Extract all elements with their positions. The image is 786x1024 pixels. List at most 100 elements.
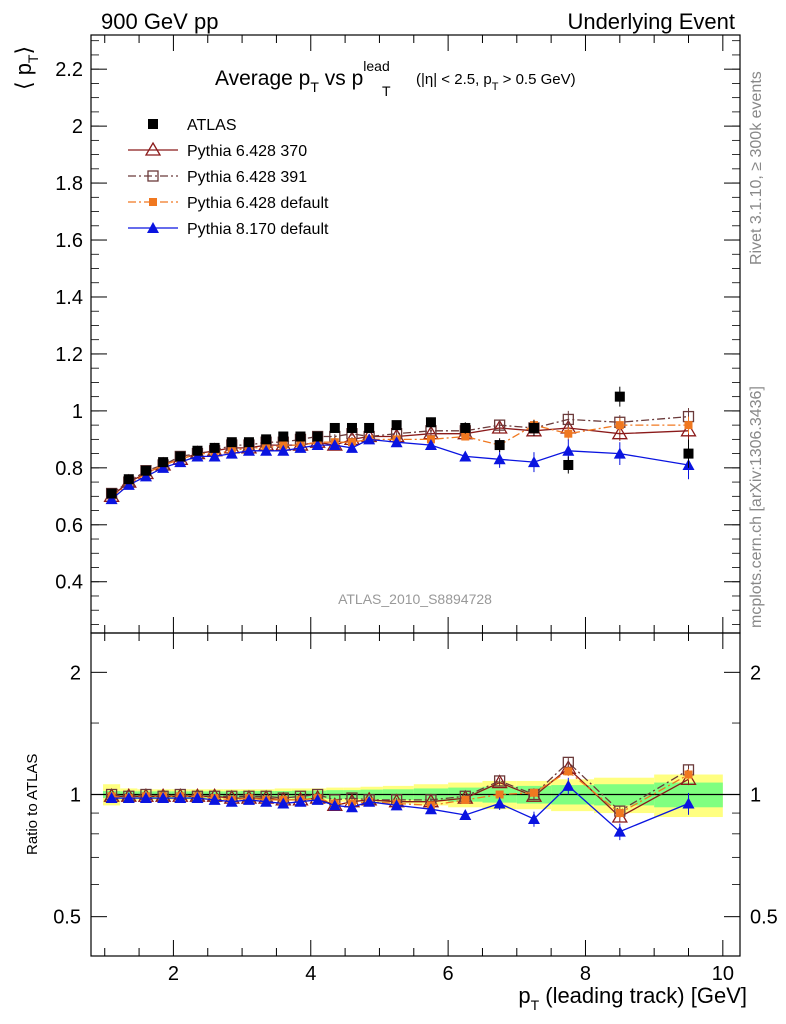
y-tick-label: 2 bbox=[72, 116, 83, 138]
data-point bbox=[311, 439, 324, 451]
legend-marker bbox=[144, 141, 162, 156]
x-tick-label: 4 bbox=[305, 963, 316, 985]
main-title-cut-sub: T bbox=[492, 81, 499, 93]
legend-label: Pythia 6.428 default bbox=[187, 195, 329, 212]
ratio-y-tick-label-right: 0.5 bbox=[750, 907, 778, 929]
data-point bbox=[564, 429, 573, 438]
data-point bbox=[139, 470, 152, 482]
ratio-point bbox=[493, 775, 506, 787]
ratio-point bbox=[345, 801, 358, 813]
main-ylabel: ⟨ pT⟩ bbox=[11, 46, 41, 90]
main-ylabel-a: ⟨ p bbox=[11, 63, 36, 90]
legend-label: ATLAS bbox=[187, 117, 237, 134]
data-point bbox=[460, 422, 471, 433]
ratio-ylabel-group: Ratio to ATLAS bbox=[24, 754, 41, 855]
x-axis-label-sub: T bbox=[531, 997, 540, 1013]
data-point bbox=[613, 447, 626, 459]
main-ylabel-group: ⟨ pT⟩ bbox=[11, 46, 41, 90]
y-tick-label: 1.4 bbox=[55, 287, 83, 309]
main-title-vs: vs p bbox=[319, 67, 363, 90]
ratio-point bbox=[459, 809, 472, 821]
x-axis-label-a: p bbox=[518, 983, 530, 1008]
ratio-point bbox=[613, 825, 626, 837]
data-point bbox=[140, 465, 151, 476]
data-point bbox=[363, 433, 376, 445]
data-point bbox=[175, 451, 186, 462]
x-tick-label: 8 bbox=[580, 963, 591, 985]
legend: ATLAS Pythia 6.428 370 Pythia 6.428 391 Pyt… bbox=[128, 117, 329, 238]
series-0 bbox=[106, 386, 694, 499]
data-point bbox=[563, 459, 574, 470]
ratio-point bbox=[527, 813, 540, 825]
main-title-sup: lead bbox=[363, 58, 389, 74]
main-title: Average pT vs plead bbox=[215, 58, 390, 95]
ratio-point bbox=[139, 792, 152, 804]
data-point bbox=[364, 422, 375, 433]
data-point bbox=[174, 456, 187, 468]
data-point bbox=[312, 431, 323, 442]
ratio-point bbox=[493, 797, 506, 809]
data-point bbox=[209, 442, 220, 453]
main-title-cut: (|η| < 2.5, pT > 0.5 GeV) bbox=[416, 71, 576, 93]
ratio-point bbox=[491, 774, 508, 789]
y-tick-label: 1.2 bbox=[55, 344, 83, 366]
main-title-cut-a: (|η| < 2.5, p bbox=[416, 71, 492, 88]
data-point bbox=[157, 461, 170, 473]
data-point bbox=[226, 437, 237, 448]
data-point bbox=[493, 419, 506, 431]
main-x-ticks bbox=[104, 35, 724, 633]
data-point bbox=[425, 417, 436, 428]
data-point bbox=[261, 434, 272, 445]
legend-marker bbox=[147, 170, 159, 182]
ratio-point bbox=[564, 767, 573, 776]
data-point bbox=[329, 422, 340, 433]
data-point bbox=[295, 431, 306, 442]
ratio-point bbox=[615, 809, 624, 818]
ratio-point bbox=[495, 790, 504, 799]
data-point bbox=[562, 413, 574, 426]
data-point bbox=[459, 450, 472, 462]
data-point bbox=[491, 419, 508, 434]
main-title-a: Average p bbox=[215, 67, 310, 90]
ratio-point bbox=[225, 795, 238, 807]
ratio-point bbox=[682, 797, 695, 809]
ratio-point bbox=[174, 792, 187, 804]
x-tick-label: 2 bbox=[168, 963, 179, 985]
ratio-point bbox=[157, 792, 170, 804]
y-tick-label: 0.4 bbox=[55, 572, 83, 594]
ratio-point bbox=[529, 788, 538, 797]
ratio-point bbox=[260, 795, 273, 807]
main-ylabel-b: ⟩ bbox=[11, 46, 36, 55]
ratio-point bbox=[461, 795, 470, 804]
x-tick-label: 6 bbox=[443, 963, 454, 985]
data-point bbox=[105, 493, 118, 505]
data-point bbox=[191, 450, 204, 462]
y-tick-label: 1.8 bbox=[55, 173, 83, 195]
x-tick-label: 10 bbox=[712, 963, 734, 985]
y-tick-label: 0.6 bbox=[55, 515, 83, 537]
ratio-point bbox=[562, 779, 575, 791]
y-tick-label: 0.8 bbox=[55, 458, 83, 480]
ratio-y-tick-label-right: 2 bbox=[750, 662, 761, 684]
data-point bbox=[493, 453, 506, 465]
x-axis-label-b: (leading track) [GeV] bbox=[539, 983, 747, 1008]
legend-label: Pythia 6.428 370 bbox=[187, 143, 307, 160]
data-point bbox=[680, 422, 697, 437]
data-point bbox=[225, 447, 238, 459]
main-title-cut-b: > 0.5 GeV) bbox=[499, 71, 576, 88]
data-point bbox=[346, 422, 357, 433]
legend-label: Pythia 6.428 391 bbox=[187, 169, 307, 186]
y-tick-label: 1.6 bbox=[55, 230, 83, 252]
data-point bbox=[528, 422, 539, 433]
data-point bbox=[461, 432, 470, 441]
legend-marker bbox=[149, 198, 157, 206]
ratio-point bbox=[191, 792, 204, 804]
data-point bbox=[242, 444, 255, 456]
legend-marker bbox=[148, 119, 158, 129]
ratio-ylabel: Ratio to ATLAS bbox=[24, 754, 41, 855]
main-title-sub2: T bbox=[382, 83, 391, 99]
ratio-point bbox=[363, 795, 376, 807]
ratio-y-tick-label-right: 1 bbox=[750, 785, 761, 807]
ratio-point bbox=[277, 797, 290, 809]
